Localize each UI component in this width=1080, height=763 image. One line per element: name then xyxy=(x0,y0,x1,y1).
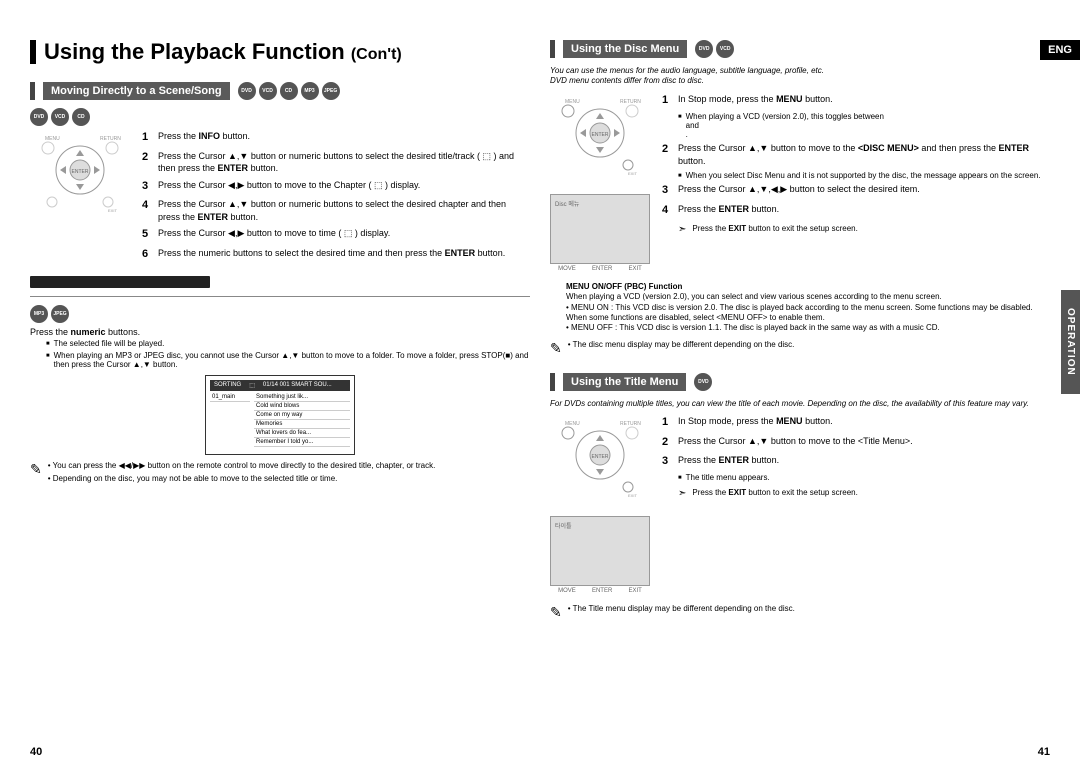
substep: When playing an MP3 or JPEG disc, you ca… xyxy=(46,351,530,369)
svg-text:MENU: MENU xyxy=(565,421,580,427)
cd-icon: CD xyxy=(72,108,90,126)
pbc-function-block: MENU ON/OFF (PBC) Function When playing … xyxy=(566,282,1050,334)
section-title-menu: Using the Title Menu DVD xyxy=(550,373,1050,391)
svg-text:ENTER: ENTER xyxy=(592,454,609,460)
dvd-icon: DVD xyxy=(694,373,712,391)
remote-diagram: MENU RETURN ENTER EXIT xyxy=(30,130,130,266)
svg-text:EXIT: EXIT xyxy=(628,493,637,498)
left-page: Using the Playback Function (Con't) Movi… xyxy=(30,40,530,733)
svg-text:RETURN: RETURN xyxy=(620,421,641,427)
steps-list-1: 1Press the INFO button.2Press the Cursor… xyxy=(142,130,530,266)
section-moving-directly: Moving Directly to a Scene/Song DVD VCD … xyxy=(30,82,530,100)
note: ✎ The disc menu display may be different… xyxy=(550,340,1050,357)
dvd-icon: DVD xyxy=(238,82,256,100)
vcd-icon: VCD xyxy=(259,82,277,100)
steps-list-3: 1In Stop mode, press the MENU button.2Pr… xyxy=(662,415,1050,594)
note-icon: ✎ xyxy=(550,604,562,621)
svg-text:MENU: MENU xyxy=(565,99,580,105)
status-strip xyxy=(30,276,210,288)
jpeg-icon: JPEG xyxy=(51,305,69,323)
svg-text:ENTER: ENTER xyxy=(72,169,89,175)
language-badge: ENG xyxy=(1040,40,1080,60)
dvd-icon: DVD xyxy=(695,40,713,58)
note-icon: ✎ xyxy=(550,340,562,357)
note: ✎ The Title menu display may be differen… xyxy=(550,604,1050,621)
dvd-icon: DVD xyxy=(30,108,48,126)
substep: The selected file will be played. xyxy=(46,339,530,348)
page-number-left: 40 xyxy=(30,746,42,758)
vcd-icon: VCD xyxy=(51,108,69,126)
remote-diagram: MENU RETURN ENTER EXIT Disc 메뉴 MOVEENTER… xyxy=(550,93,650,272)
operation-tab: OPERATION xyxy=(1061,290,1080,394)
intro-text: For DVDs containing multiple titles, you… xyxy=(550,399,1050,409)
intro-text: You can use the menus for the audio lang… xyxy=(550,66,1050,87)
vcd-icon: VCD xyxy=(716,40,734,58)
page-title: Using the Playback Function (Con't) xyxy=(30,40,530,64)
svg-text:EXIT: EXIT xyxy=(108,208,117,213)
svg-text:EXIT: EXIT xyxy=(628,171,637,176)
svg-text:MENU: MENU xyxy=(45,136,60,142)
mp3-icon: MP3 xyxy=(30,305,48,323)
right-page: ENG OPERATION Using the Disc Menu DVD VC… xyxy=(550,40,1050,733)
section-disc-menu: Using the Disc Menu DVD VCD xyxy=(550,40,1050,58)
svg-text:ENTER: ENTER xyxy=(592,132,609,138)
remote-diagram: MENU RETURN ENTER EXIT 타이틀 MOVEENTEREXIT xyxy=(550,415,650,594)
mp3-icon: MP3 xyxy=(301,82,319,100)
steps-list-2: 1In Stop mode, press the MENU button.Whe… xyxy=(662,93,1050,272)
svg-text:RETURN: RETURN xyxy=(620,99,641,105)
numeric-instruction: Press the numeric buttons. xyxy=(30,327,530,337)
note-icon: ✎ xyxy=(30,461,42,478)
note: ✎ You can press the ◀◀/▶▶ button on the … xyxy=(30,461,530,486)
jpeg-icon: JPEG xyxy=(322,82,340,100)
page-number-right: 41 xyxy=(1038,746,1050,758)
cd-icon: CD xyxy=(280,82,298,100)
svg-text:RETURN: RETURN xyxy=(100,136,121,142)
file-list-screenshot: SORTING⬚01/14 001 SMART SOU... 01_main S… xyxy=(205,375,355,455)
